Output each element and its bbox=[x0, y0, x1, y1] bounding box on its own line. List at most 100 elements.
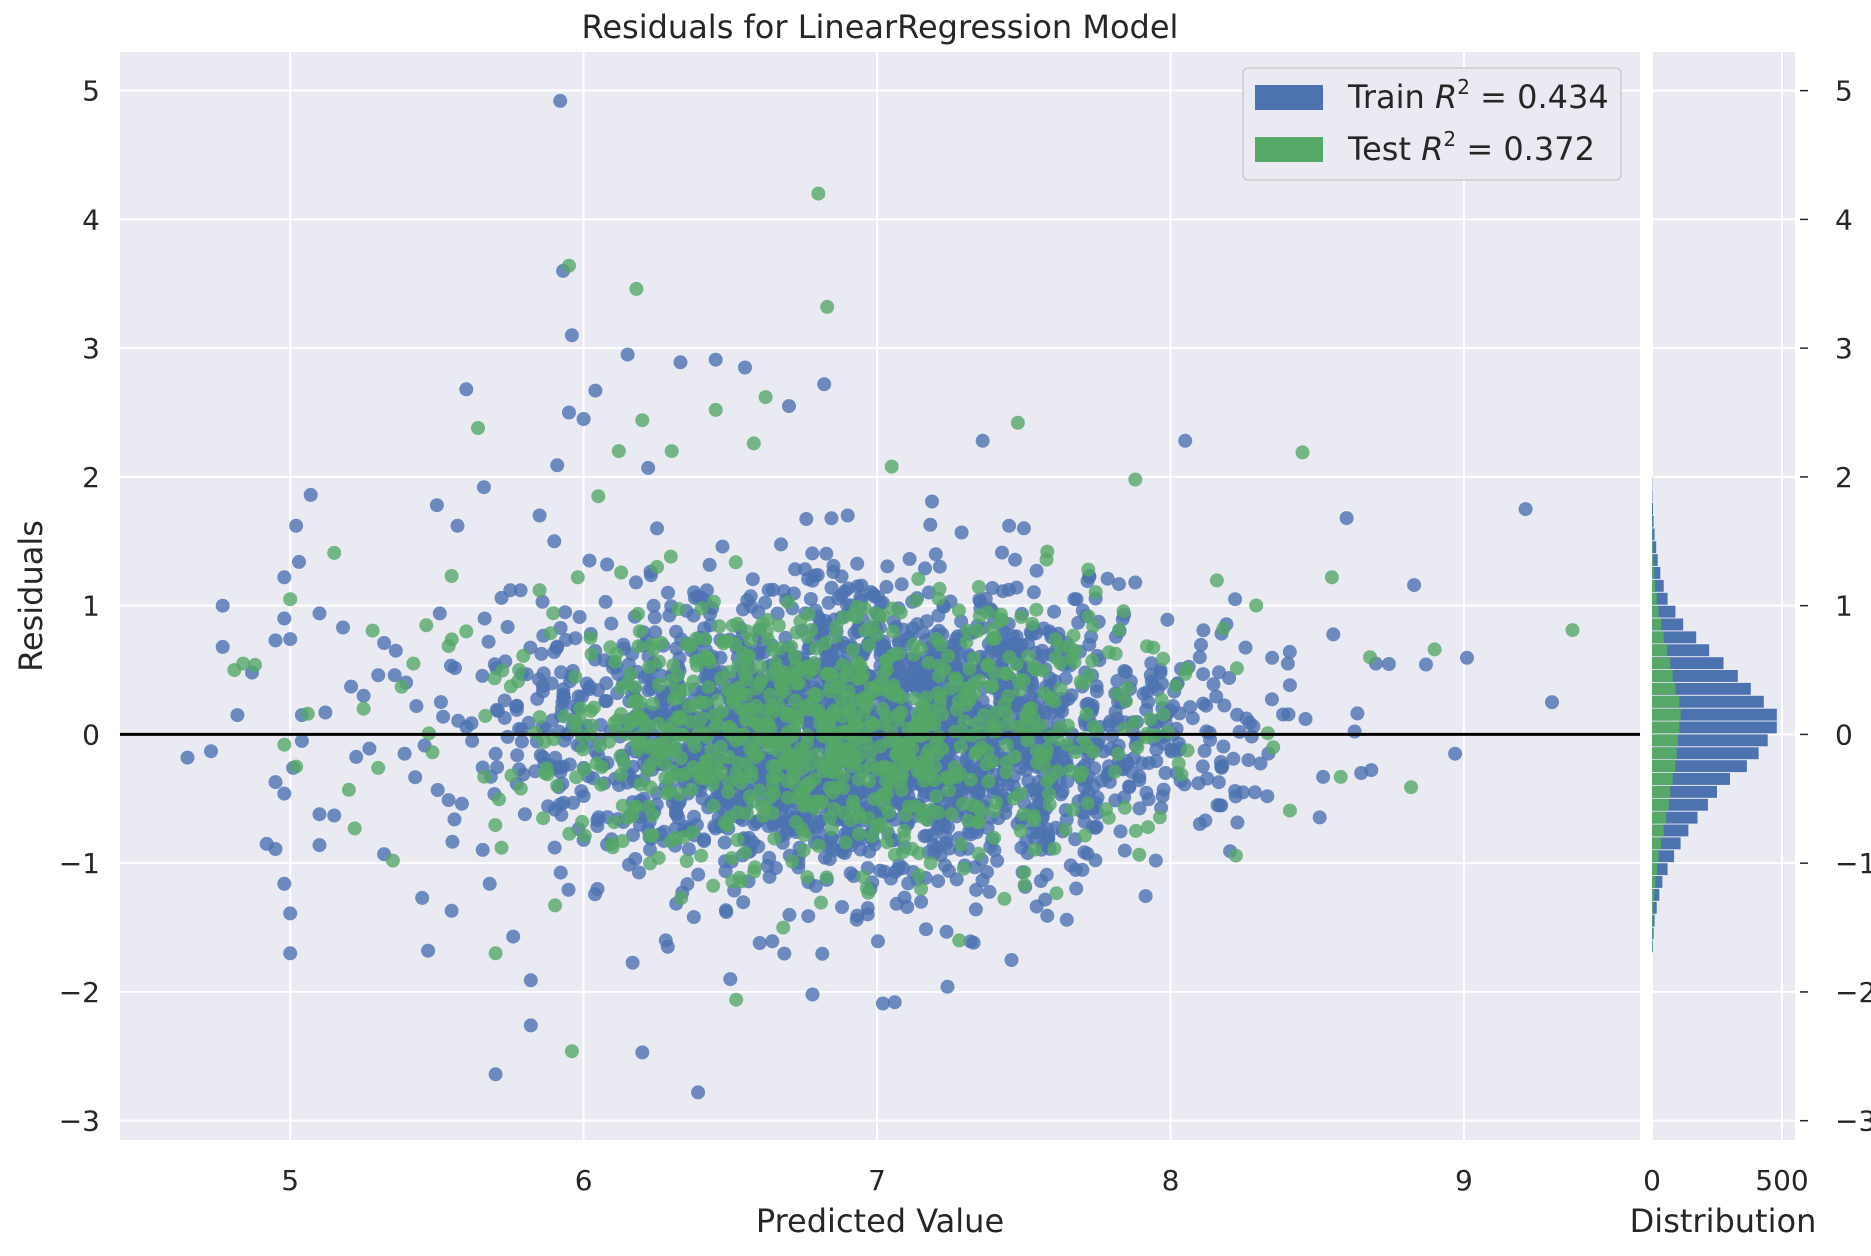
test-point bbox=[669, 741, 683, 755]
train-point bbox=[506, 930, 520, 944]
test-histogram-bar bbox=[1652, 902, 1653, 914]
test-histogram-bar bbox=[1652, 606, 1659, 618]
train-point bbox=[782, 908, 796, 922]
test-point bbox=[857, 691, 871, 705]
legend-label-test: Test R2 = 0.372 bbox=[1347, 127, 1595, 168]
train-point bbox=[777, 947, 791, 961]
test-histogram-bar bbox=[1652, 837, 1661, 849]
test-point bbox=[957, 714, 971, 728]
test-point bbox=[562, 827, 576, 841]
test-point bbox=[1081, 563, 1095, 577]
test-point bbox=[811, 839, 825, 853]
train-point bbox=[510, 748, 524, 762]
distribution-y-tick-label: −2 bbox=[1835, 976, 1871, 1009]
test-point bbox=[550, 779, 564, 793]
test-point bbox=[858, 624, 872, 638]
legend-label-train: Train R2 = 0.434 bbox=[1347, 75, 1609, 116]
test-point bbox=[565, 1044, 579, 1058]
test-point bbox=[886, 648, 900, 662]
test-point bbox=[820, 300, 834, 314]
test-histogram-bar bbox=[1652, 670, 1673, 682]
test-point bbox=[734, 776, 748, 790]
test-point bbox=[725, 875, 739, 889]
test-histogram-bar bbox=[1652, 709, 1681, 721]
test-point bbox=[686, 760, 700, 774]
test-point bbox=[959, 692, 973, 706]
test-point bbox=[880, 710, 894, 724]
test-point bbox=[1172, 757, 1186, 771]
train-point bbox=[313, 838, 327, 852]
train-point bbox=[565, 328, 579, 342]
test-point bbox=[1087, 745, 1101, 759]
test-point bbox=[1040, 545, 1054, 559]
test-point bbox=[752, 622, 766, 636]
train-point bbox=[929, 547, 943, 561]
test-point bbox=[1083, 668, 1097, 682]
test-point bbox=[646, 828, 660, 842]
test-point bbox=[652, 678, 666, 692]
train-point bbox=[716, 540, 730, 554]
train-point bbox=[1128, 576, 1142, 590]
test-point bbox=[1081, 796, 1095, 810]
test-point bbox=[366, 624, 380, 638]
train-point bbox=[923, 518, 937, 532]
test-point bbox=[327, 546, 341, 560]
train-point bbox=[691, 868, 705, 882]
train-point bbox=[723, 972, 737, 986]
test-point bbox=[505, 769, 519, 783]
test-point bbox=[548, 898, 562, 912]
test-point bbox=[1325, 570, 1339, 584]
test-point bbox=[635, 413, 649, 427]
test-histogram-bar bbox=[1652, 773, 1673, 785]
test-point bbox=[1011, 416, 1025, 430]
test-point bbox=[1028, 843, 1042, 857]
train-point bbox=[799, 512, 813, 526]
test-point bbox=[837, 806, 851, 820]
train-point bbox=[691, 1085, 705, 1099]
train-point bbox=[1030, 564, 1044, 578]
test-point bbox=[769, 759, 783, 773]
test-point bbox=[685, 783, 699, 797]
test-point bbox=[985, 632, 999, 646]
test-point bbox=[835, 725, 849, 739]
test-point bbox=[541, 767, 555, 781]
test-point bbox=[1118, 801, 1132, 815]
test-point bbox=[973, 609, 987, 623]
test-point bbox=[889, 748, 903, 762]
test-point bbox=[371, 761, 385, 775]
test-point bbox=[489, 946, 503, 960]
test-point bbox=[1014, 787, 1028, 801]
train-point bbox=[442, 793, 456, 807]
train-point bbox=[824, 511, 838, 525]
test-point bbox=[689, 699, 703, 713]
distribution-y-tick-label: 2 bbox=[1835, 461, 1853, 494]
test-point bbox=[758, 718, 772, 732]
train-point bbox=[628, 852, 642, 866]
test-point bbox=[1027, 660, 1041, 674]
x-tick-label: 8 bbox=[1162, 1164, 1180, 1197]
test-point bbox=[680, 854, 694, 868]
test-point bbox=[386, 854, 400, 868]
test-point bbox=[584, 631, 598, 645]
test-point bbox=[711, 694, 725, 708]
test-point bbox=[1178, 667, 1192, 681]
test-point bbox=[1119, 694, 1133, 708]
test-point bbox=[825, 668, 839, 682]
test-point bbox=[712, 619, 726, 633]
test-point bbox=[957, 862, 971, 876]
test-point bbox=[895, 783, 909, 797]
test-point bbox=[999, 667, 1013, 681]
train-point bbox=[1265, 692, 1279, 706]
train-point bbox=[933, 560, 947, 574]
test-point bbox=[972, 580, 986, 594]
test-point bbox=[514, 782, 528, 796]
test-point bbox=[880, 787, 894, 801]
train-point bbox=[433, 606, 447, 620]
test-point bbox=[1144, 712, 1158, 726]
test-point bbox=[1120, 681, 1134, 695]
train-point bbox=[591, 882, 605, 896]
test-point bbox=[911, 708, 925, 722]
test-point bbox=[426, 745, 440, 759]
test-point bbox=[674, 712, 688, 726]
